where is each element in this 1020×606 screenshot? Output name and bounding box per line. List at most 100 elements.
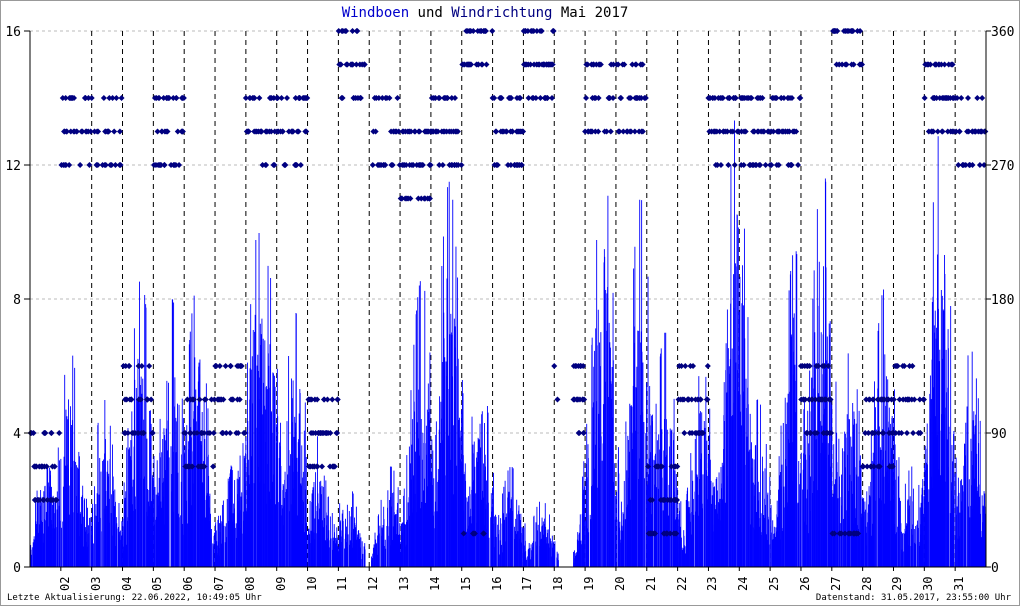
direction-dot xyxy=(349,61,356,68)
direction-dot xyxy=(235,430,242,436)
direction-dot xyxy=(786,128,793,135)
direction-dot xyxy=(436,162,443,168)
x-tick-label: 09 xyxy=(273,576,288,592)
direction-dot xyxy=(509,128,516,135)
direction-dot xyxy=(875,430,882,436)
direction-dot xyxy=(821,363,828,369)
direction-dot xyxy=(731,162,738,168)
direction-dot xyxy=(549,61,556,68)
direction-dot xyxy=(870,463,877,470)
direction-dot xyxy=(533,28,540,34)
direction-dot xyxy=(79,128,86,135)
direction-dot xyxy=(148,396,155,403)
direction-dot xyxy=(532,95,539,101)
direction-dot xyxy=(638,95,645,101)
direction-dot xyxy=(182,430,189,436)
direction-dot xyxy=(303,128,310,135)
direction-dot xyxy=(699,430,706,436)
direction-dot xyxy=(828,430,835,436)
direction-dot xyxy=(958,95,965,101)
x-tick-label: 18 xyxy=(551,576,566,592)
direction-dot xyxy=(454,128,461,135)
direction-dot xyxy=(470,28,477,34)
direction-dot xyxy=(633,61,640,68)
direction-dot xyxy=(825,363,832,369)
direction-dot xyxy=(483,61,490,68)
direction-dot xyxy=(773,95,780,101)
direction-dot xyxy=(189,463,196,470)
direction-dot xyxy=(460,530,467,537)
direction-dot xyxy=(245,128,252,135)
direction-dot xyxy=(458,162,465,168)
direction-dot xyxy=(621,61,628,68)
direction-dot xyxy=(416,128,423,135)
direction-dot xyxy=(48,430,55,436)
direction-dot xyxy=(389,162,396,168)
direction-dot xyxy=(258,128,265,135)
direction-dot xyxy=(327,430,334,436)
direction-dot xyxy=(976,162,983,168)
direction-dot xyxy=(116,128,123,135)
direction-dot xyxy=(222,363,229,369)
direction-dot xyxy=(137,396,144,403)
direction-dot xyxy=(595,128,602,135)
direction-dot xyxy=(537,95,544,101)
direction-dot xyxy=(283,95,290,101)
direction-dot xyxy=(704,396,711,403)
direction-dot xyxy=(517,95,524,101)
y-right-tick-label: 360 xyxy=(991,25,1014,40)
direction-dot xyxy=(896,396,903,403)
direction-dot xyxy=(375,95,382,101)
direction-dot xyxy=(95,128,102,135)
direction-dot xyxy=(482,28,489,34)
direction-dot xyxy=(62,162,69,168)
direction-dot xyxy=(581,396,588,403)
direction-dot xyxy=(780,95,787,101)
y-right-tick-label: 0 xyxy=(991,561,999,576)
direction-dot xyxy=(51,463,58,470)
direction-dot xyxy=(673,497,680,503)
x-tick-label: 16 xyxy=(489,576,504,592)
direction-dot xyxy=(444,95,451,101)
direction-dot xyxy=(30,430,37,436)
direction-dot xyxy=(597,61,604,68)
direction-dot xyxy=(894,363,901,369)
direction-dot xyxy=(901,363,908,369)
direction-dot xyxy=(761,128,768,135)
direction-dot xyxy=(211,396,218,403)
direction-dot xyxy=(859,61,866,68)
direction-dot xyxy=(382,162,389,168)
direction-dot xyxy=(812,396,819,403)
direction-dot xyxy=(732,95,739,101)
direction-dot xyxy=(814,430,821,436)
direction-dot xyxy=(85,95,92,101)
direction-dot xyxy=(757,162,764,168)
direction-dot xyxy=(860,463,867,470)
direction-dot xyxy=(88,95,95,101)
direction-dot xyxy=(892,430,899,436)
direction-dot xyxy=(889,463,896,470)
direction-dot xyxy=(554,396,561,403)
direction-dot xyxy=(857,28,864,34)
direction-dot xyxy=(290,128,297,135)
direction-dot xyxy=(629,61,636,68)
direction-dot xyxy=(639,128,646,135)
direction-dot xyxy=(176,162,183,168)
direction-dot xyxy=(73,128,80,135)
direction-dot xyxy=(475,61,482,68)
y-right-tick-label: 90 xyxy=(991,427,1007,442)
direction-dot xyxy=(678,363,685,369)
direction-dot xyxy=(729,128,736,135)
direction-dot xyxy=(201,430,208,436)
direction-dot xyxy=(949,61,956,68)
direction-dot xyxy=(479,61,486,68)
direction-dot xyxy=(941,61,948,68)
direction-dot xyxy=(674,463,681,470)
direction-dot xyxy=(909,363,916,369)
direction-dot xyxy=(113,95,120,101)
direction-dot xyxy=(850,61,857,68)
direction-dot xyxy=(128,396,135,403)
direction-dot xyxy=(809,396,816,403)
direction-dot xyxy=(616,128,623,135)
